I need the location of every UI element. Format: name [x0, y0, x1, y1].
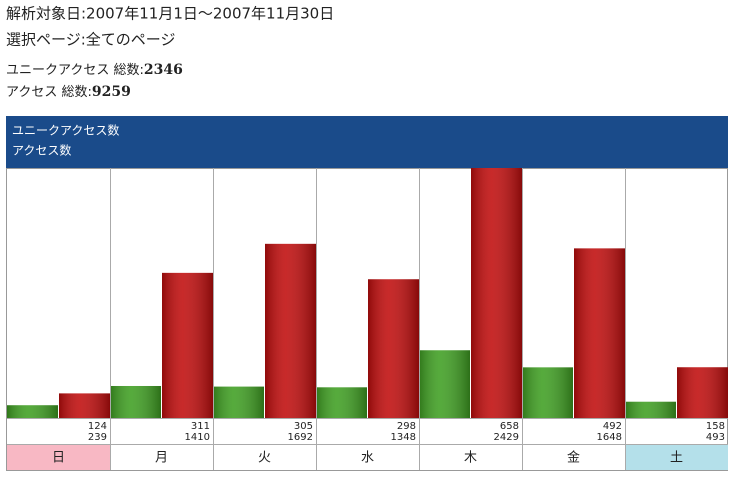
bar-shine [162, 272, 213, 418]
bar-shine [677, 367, 728, 418]
bar-shine [213, 386, 264, 418]
value-label: 1692 [288, 432, 313, 443]
x-tick-label: 火 [258, 451, 271, 466]
total-unique: ユニークアクセス 総数:2346 [6, 62, 183, 78]
day-cell [7, 445, 110, 470]
x-tick-label: 土 [670, 451, 683, 466]
value-label: 311 [191, 421, 210, 432]
value-label: 1648 [597, 432, 622, 443]
value-label: 298 [397, 421, 416, 432]
page-filter: 選択ページ:全てのページ [6, 31, 175, 49]
bar-shine [522, 367, 573, 418]
bar-shine [625, 401, 676, 418]
bar-shine [574, 248, 625, 418]
total-value: 2346 [144, 62, 183, 78]
total-value: 9259 [92, 84, 131, 100]
total-label: アクセス 総数: [6, 85, 92, 100]
bar-shine [368, 279, 419, 418]
x-tick-label: 木 [464, 451, 477, 466]
x-tick-label: 金 [567, 450, 580, 466]
bar-shine [265, 243, 316, 418]
bar-shine [59, 393, 110, 418]
value-label: 239 [88, 432, 107, 443]
x-tick-label: 水 [361, 451, 374, 466]
day-cell [625, 445, 728, 470]
legend-entry: ユニークアクセス数 [12, 123, 119, 138]
x-tick-label: 月 [155, 451, 168, 466]
bar-shine [316, 387, 367, 418]
legend-box [6, 116, 728, 168]
value-label: 658 [500, 421, 519, 432]
bar-shine [471, 168, 522, 418]
bar-shine [7, 405, 58, 418]
value-label: 2429 [494, 432, 519, 443]
value-label: 1348 [391, 432, 416, 443]
value-label: 493 [706, 432, 725, 443]
value-label: 124 [88, 421, 107, 432]
value-label: 492 [603, 421, 622, 432]
value-label: 158 [706, 421, 725, 432]
total-access: アクセス 総数:9259 [6, 84, 131, 100]
total-label: ユニークアクセス 総数: [6, 63, 144, 78]
chart-frame [6, 168, 728, 471]
value-label: 305 [294, 421, 313, 432]
value-label: 1410 [185, 432, 210, 443]
legend-entry: アクセス数 [12, 143, 71, 158]
bar-shine [110, 385, 161, 418]
x-tick-label: 日 [52, 451, 65, 466]
bar-shine [419, 350, 470, 418]
period: 解析対象日:2007年11月1日～2007年11月30日 [6, 5, 334, 23]
